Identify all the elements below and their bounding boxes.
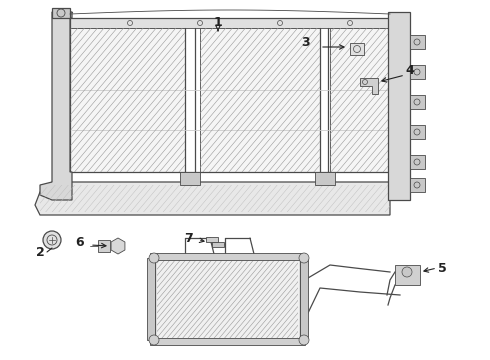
Polygon shape xyxy=(35,182,390,215)
Polygon shape xyxy=(70,28,185,172)
Polygon shape xyxy=(350,43,364,55)
Polygon shape xyxy=(410,95,425,109)
Text: 6: 6 xyxy=(75,235,84,248)
Polygon shape xyxy=(200,28,320,172)
Circle shape xyxy=(149,253,159,263)
Polygon shape xyxy=(70,18,390,28)
Polygon shape xyxy=(388,12,410,200)
Circle shape xyxy=(299,253,309,263)
Polygon shape xyxy=(98,240,110,252)
Polygon shape xyxy=(410,125,425,139)
Polygon shape xyxy=(300,258,308,340)
Polygon shape xyxy=(150,338,305,345)
Polygon shape xyxy=(206,237,218,242)
Polygon shape xyxy=(147,258,155,340)
Text: 5: 5 xyxy=(438,261,446,274)
Polygon shape xyxy=(180,172,200,185)
Polygon shape xyxy=(315,172,335,185)
Text: 3: 3 xyxy=(301,36,309,49)
Text: 2: 2 xyxy=(36,246,45,258)
Polygon shape xyxy=(111,238,125,254)
Circle shape xyxy=(149,335,159,345)
Polygon shape xyxy=(52,8,70,18)
Text: 4: 4 xyxy=(406,63,415,77)
Polygon shape xyxy=(330,28,390,172)
Circle shape xyxy=(402,267,412,277)
Polygon shape xyxy=(410,155,425,169)
Polygon shape xyxy=(150,253,305,260)
Polygon shape xyxy=(410,65,425,79)
Polygon shape xyxy=(360,78,378,94)
Polygon shape xyxy=(410,35,425,49)
Polygon shape xyxy=(410,178,425,192)
Text: 1: 1 xyxy=(214,17,222,30)
Circle shape xyxy=(299,335,309,345)
Polygon shape xyxy=(40,12,72,200)
Polygon shape xyxy=(395,265,420,285)
Polygon shape xyxy=(155,258,300,340)
Polygon shape xyxy=(212,242,224,247)
Text: 7: 7 xyxy=(184,231,193,244)
Circle shape xyxy=(43,231,61,249)
